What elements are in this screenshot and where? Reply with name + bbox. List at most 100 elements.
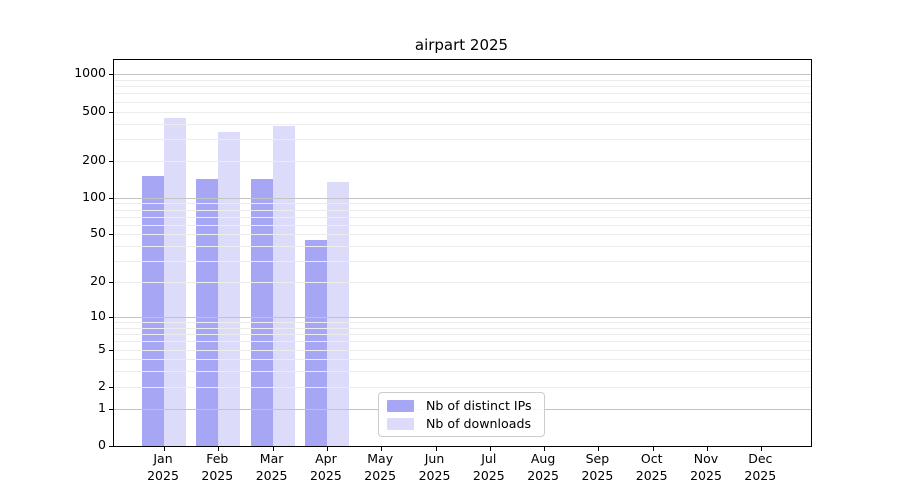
x-tick-label-nov: Nov 2025: [674, 451, 738, 484]
bar-jan-downloads: [164, 118, 186, 446]
x-tick-month: Apr: [315, 451, 337, 466]
x-tick-label-may: May 2025: [348, 451, 412, 484]
x-tickmark-jul: [489, 446, 491, 451]
x-tickmark-oct: [652, 446, 654, 451]
y-tick-label-10: 10: [90, 308, 106, 323]
x-tick-year: 2025: [418, 467, 451, 483]
legend: Nb of distinct IPs Nb of downloads: [378, 392, 545, 437]
minor-gridline-30: [114, 261, 811, 263]
minor-gridline-90: [114, 203, 811, 205]
x-tick-year: 2025: [472, 467, 505, 483]
x-tick-label-jun: Jun 2025: [403, 451, 467, 484]
x-tickmark-aug: [544, 446, 546, 451]
x-tick-month: Jan: [153, 451, 173, 466]
y-tick-label-1000: 1000: [74, 65, 106, 81]
y-tickmark-500: [109, 111, 114, 113]
x-tick-year: 2025: [201, 467, 234, 483]
x-tick-label-sep: Sep 2025: [565, 451, 629, 484]
y-tickmark-5: [109, 349, 114, 351]
x-tick-year: 2025: [581, 467, 614, 483]
x-tickmark-jun: [435, 446, 437, 451]
minor-gridline-600: [114, 101, 811, 103]
bar-feb-downloads: [218, 131, 241, 446]
y-tickmark-1: [109, 408, 114, 410]
minor-gridline-7: [114, 334, 811, 336]
minor-gridline-300: [114, 138, 811, 140]
x-tick-label-aug: Aug 2025: [511, 451, 575, 484]
legend-label-distinct-ips: Nb of distinct IPs: [426, 398, 532, 413]
y-tick-label-50: 50: [90, 225, 106, 241]
y-tick-label-0: 0: [98, 437, 106, 452]
x-tick-month: Sep: [585, 451, 610, 466]
x-tick-year: 2025: [527, 467, 559, 483]
x-tickmark-sep: [598, 446, 600, 451]
minor-gridline-200: [114, 160, 811, 162]
x-tick-month: May: [367, 451, 394, 466]
minor-gridline-800: [114, 86, 811, 88]
y-tickmark-2: [109, 386, 114, 388]
y-tickmark-200: [109, 160, 114, 162]
minor-gridline-700: [114, 93, 811, 95]
major-gridline-10: [114, 317, 811, 318]
x-tick-label-dec: Dec 2025: [728, 451, 792, 484]
x-tick-year: 2025: [364, 467, 397, 483]
bar-apr-distinct-ips: [304, 240, 327, 446]
y-tick-label-500: 500: [82, 102, 106, 118]
x-tick-month: Feb: [206, 451, 229, 466]
y-tick-label-5: 5: [98, 340, 106, 356]
x-tick-year: 2025: [635, 467, 668, 483]
minor-gridline-40: [114, 246, 811, 248]
x-tick-year: 2025: [744, 467, 777, 483]
x-tick-month: Jun: [424, 451, 445, 466]
minor-gridline-400: [114, 123, 811, 125]
x-tick-label-jan: Jan 2025: [131, 451, 195, 484]
minor-gridline-50: [114, 234, 811, 236]
y-tick-label-200: 200: [82, 151, 106, 167]
y-tickmark-100: [109, 197, 114, 199]
y-tick-label-2: 2: [98, 377, 106, 393]
chart-title: airpart 2025: [414, 36, 509, 54]
x-tick-label-jul: Jul 2025: [457, 451, 521, 484]
legend-item-downloads: Nb of downloads: [387, 416, 536, 431]
minor-gridline-8: [114, 327, 811, 329]
plot-area: [109, 59, 812, 451]
x-tick-label-apr: Apr 2025: [294, 451, 358, 484]
y-tickmark-0: [109, 446, 114, 447]
y-tick-label-100: 100: [82, 188, 106, 204]
minor-gridline-20: [114, 282, 811, 284]
x-tick-year: 2025: [255, 467, 288, 483]
legend-swatch-downloads-icon: [387, 417, 414, 430]
x-tick-label-feb: Feb 2025: [185, 451, 249, 484]
x-tick-month: Oct: [640, 451, 663, 466]
minor-gridline-3: [114, 371, 811, 373]
x-tick-year: 2025: [690, 467, 722, 483]
x-tickmark-may: [381, 446, 383, 451]
x-tickmark-mar: [272, 446, 274, 451]
x-tick-label-mar: Mar 2025: [240, 451, 304, 484]
bar-feb-distinct-ips: [196, 178, 219, 446]
major-gridline-100: [114, 197, 811, 199]
minor-gridline-2: [114, 386, 811, 388]
x-tick-month: Aug: [530, 451, 556, 466]
minor-gridline-70: [114, 216, 811, 218]
minor-gridline-60: [114, 224, 811, 226]
y-tick-label-1: 1: [98, 399, 106, 415]
x-tickmark-dec: [761, 446, 763, 451]
x-tickmark-feb: [218, 446, 220, 451]
bar-mar-distinct-ips: [250, 178, 273, 446]
bar-jan-distinct-ips: [142, 176, 164, 446]
minor-gridline-6: [114, 341, 811, 343]
x-tickmark-nov: [707, 446, 708, 451]
bar-mar-downloads: [272, 125, 295, 446]
y-tickmark-1000: [109, 74, 114, 76]
x-tick-month: Dec: [748, 451, 773, 466]
y-tickmark-10: [109, 317, 114, 318]
x-tickmark-apr: [326, 446, 328, 451]
y-tickmark-20: [109, 282, 114, 284]
x-tick-month: Mar: [259, 451, 284, 466]
x-tickmark-jan: [164, 446, 165, 451]
bar-apr-downloads: [326, 181, 349, 446]
minor-gridline-9: [114, 322, 811, 324]
minor-gridline-500: [114, 111, 811, 113]
